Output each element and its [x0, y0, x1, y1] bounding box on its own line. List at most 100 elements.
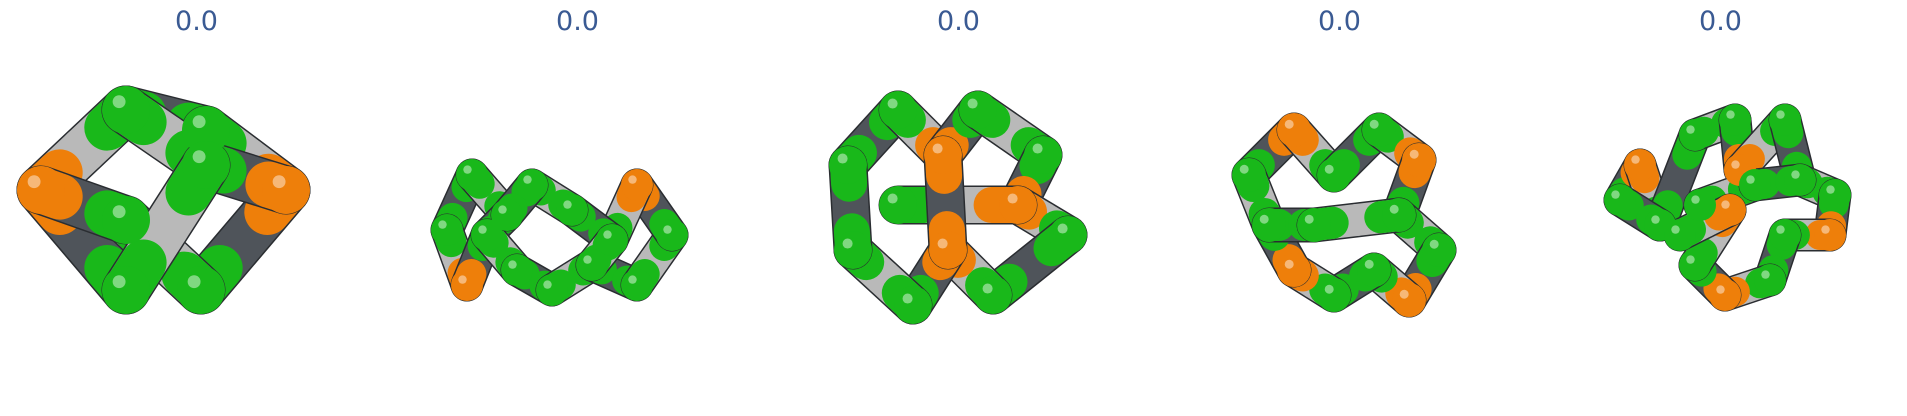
green-joint	[1679, 249, 1711, 281]
orange-joint	[1714, 194, 1746, 226]
joint-highlight	[1776, 110, 1785, 119]
panel-1-structure	[16, 85, 311, 315]
joint-highlight	[628, 175, 637, 184]
green-joint	[1422, 233, 1456, 267]
joint-highlight	[902, 293, 913, 304]
joint-highlight	[27, 175, 41, 189]
joint-highlight	[1761, 270, 1770, 279]
green-joint	[1679, 119, 1711, 151]
joint-highlight	[1746, 175, 1755, 184]
joint-highlight	[1716, 285, 1725, 294]
joint-highlight	[887, 193, 898, 204]
green-joint	[834, 231, 872, 269]
joint-highlight	[603, 230, 612, 239]
joint-highlight	[1731, 160, 1740, 169]
green-joint	[974, 276, 1012, 314]
structure-group	[1231, 112, 1457, 318]
green-joint	[1362, 113, 1396, 147]
green-joint	[536, 274, 568, 306]
orange-joint	[1624, 149, 1656, 181]
joint-highlight	[1324, 284, 1334, 294]
green-joint	[556, 194, 588, 226]
joint-highlight	[192, 115, 206, 129]
orange-joint	[621, 169, 653, 201]
green-joint	[879, 91, 917, 129]
orange-joint	[924, 136, 962, 174]
joint-highlight	[478, 225, 487, 234]
joint-highlight	[982, 283, 993, 294]
green-joint	[182, 106, 230, 154]
orange-joint	[1277, 113, 1311, 147]
green-joint	[501, 254, 533, 286]
joint-highlight	[628, 275, 637, 284]
joint-highlight	[1369, 119, 1379, 129]
green-joint	[456, 159, 488, 191]
orange-joint	[1277, 253, 1311, 287]
green-joint	[621, 269, 653, 301]
green-joint	[1049, 216, 1087, 254]
joint-highlight	[187, 275, 201, 289]
orange-joint	[262, 166, 310, 214]
joint-highlight	[272, 175, 286, 189]
green-joint	[102, 86, 150, 134]
structure-group	[16, 85, 311, 315]
green-joint	[1604, 184, 1636, 216]
joint-highlight	[1776, 225, 1785, 234]
green-joint	[1819, 179, 1851, 211]
joint-highlight	[937, 238, 948, 249]
joint-highlight	[112, 205, 126, 219]
joint-highlight	[1631, 155, 1640, 164]
joint-highlight	[1409, 149, 1419, 159]
green-joint	[1664, 219, 1696, 251]
joint-highlight	[1399, 289, 1409, 299]
green-joint	[177, 266, 225, 314]
joint-highlight	[1324, 164, 1334, 174]
panel-2-structure	[430, 158, 689, 307]
green-joint	[1754, 264, 1786, 296]
panel-3-structure	[828, 90, 1088, 325]
joint-highlight	[967, 98, 978, 109]
panel-5-label: 0.0	[1699, 6, 1742, 37]
joint-highlight	[1284, 259, 1294, 269]
orange-joint	[17, 166, 65, 214]
green-joint	[596, 224, 628, 256]
joint-highlight	[1726, 110, 1735, 119]
orange-joint	[1392, 283, 1426, 317]
green-joint	[516, 169, 548, 201]
green-joint	[656, 219, 688, 251]
joint-highlight	[458, 275, 467, 284]
green-joint	[1024, 136, 1062, 174]
joint-highlight	[563, 200, 572, 209]
green-joint	[829, 146, 867, 184]
joint-highlight	[543, 280, 552, 289]
joint-highlight	[663, 225, 672, 234]
joint-highlight	[1791, 170, 1800, 179]
joint-highlight	[1671, 225, 1680, 234]
joint-highlight	[463, 165, 472, 174]
green-joint	[894, 286, 932, 324]
orange-joint	[1402, 143, 1436, 177]
green-joint	[1357, 253, 1391, 287]
joint-highlight	[1686, 255, 1695, 264]
joint-highlight	[1826, 185, 1835, 194]
panel-3-label: 0.0	[937, 6, 980, 37]
panel-4: 0.0	[1149, 0, 1530, 416]
panel-4-label: 0.0	[1318, 6, 1361, 37]
green-joint	[1784, 164, 1816, 196]
structure-group	[430, 158, 689, 307]
joint-highlight	[837, 153, 848, 164]
joint-highlight	[508, 260, 517, 269]
green-joint	[1719, 104, 1751, 136]
joint-highlight	[1651, 215, 1660, 224]
joint-highlight	[1259, 214, 1269, 224]
panel-1-label: 0.0	[175, 6, 218, 37]
green-joint	[1684, 189, 1716, 221]
joint-highlight	[1389, 204, 1399, 214]
joint-highlight	[887, 98, 898, 109]
green-joint	[879, 186, 917, 224]
joint-highlight	[1721, 200, 1730, 209]
joint-highlight	[1686, 125, 1695, 134]
joint-highlight	[1284, 119, 1294, 129]
green-joint	[431, 214, 463, 246]
panel-5: 0.0	[1530, 0, 1907, 416]
